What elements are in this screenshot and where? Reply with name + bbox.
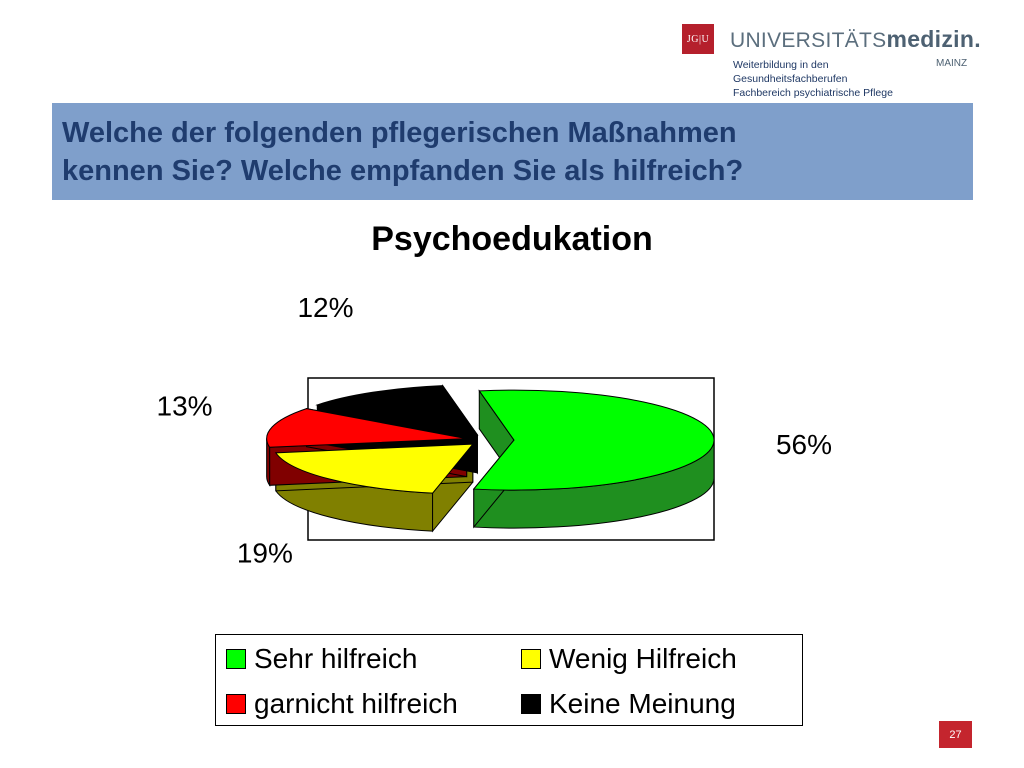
pie-slice-keine-meinung — [315, 385, 479, 436]
subtitle-line-2: Gesundheitsfachberufen — [733, 73, 848, 85]
legend-item-keine-meinung: Keine Meinung — [521, 688, 736, 720]
chart-legend: Sehr hilfreich Wenig Hilfreich garnicht … — [215, 634, 803, 726]
header-subtitle: Weiterbildung in den Gesundheitsfachberu… — [733, 58, 893, 100]
pie-slice-sehr-hilfreich — [472, 389, 715, 491]
legend-swatch-green — [226, 649, 246, 669]
pie-tops — [266, 385, 715, 494]
data-label: 12% — [297, 292, 353, 323]
subtitle-line-1: Weiterbildung in den — [733, 59, 829, 71]
pie-slice-wenig-hilfreich — [274, 443, 474, 494]
data-labels: 56% 19% 13% 12% — [157, 292, 832, 568]
legend-label: Sehr hilfreich — [254, 643, 418, 674]
logo-city: MAINZ — [936, 58, 968, 69]
legend-swatch-black — [521, 694, 541, 714]
subtitle-line-3: Fachbereich psychiatrische Pflege — [733, 87, 893, 99]
legend-item-garnicht-hilfreich: garnicht hilfreich — [226, 688, 458, 720]
legend-label: Keine Meinung — [549, 688, 736, 719]
universitaetsmedizin-logo: UNIVERSITÄTSmedizin. — [730, 26, 981, 53]
chart-title: Psychoedukation — [371, 220, 653, 258]
legend-swatch-yellow — [521, 649, 541, 669]
jgu-logo: JG|U — [682, 24, 714, 54]
data-label: 19% — [237, 537, 293, 568]
legend-label: garnicht hilfreich — [254, 688, 458, 719]
legend-label: Wenig Hilfreich — [549, 643, 737, 674]
pie-slice-garnicht-hilfreich — [266, 408, 467, 448]
question-text: Welche der folgenden pflegerischen Maßna… — [62, 114, 952, 190]
legend-swatch-red — [226, 694, 246, 714]
page-number: 27 — [939, 721, 972, 748]
legend-item-wenig-hilfreich: Wenig Hilfreich — [521, 643, 737, 675]
logo-word-bold: medizin. — [886, 26, 981, 52]
legend-item-sehr-hilfreich: Sehr hilfreich — [226, 643, 417, 675]
question-line-2: kennen Sie? Welche empfanden Sie als hil… — [62, 155, 744, 187]
question-banner — [52, 103, 973, 200]
data-label: 13% — [157, 390, 213, 421]
question-line-1: Welche der folgenden pflegerischen Maßna… — [62, 117, 737, 149]
data-label: 56% — [776, 429, 832, 460]
logo-word-light: UNIVERSITÄTS — [730, 29, 887, 52]
